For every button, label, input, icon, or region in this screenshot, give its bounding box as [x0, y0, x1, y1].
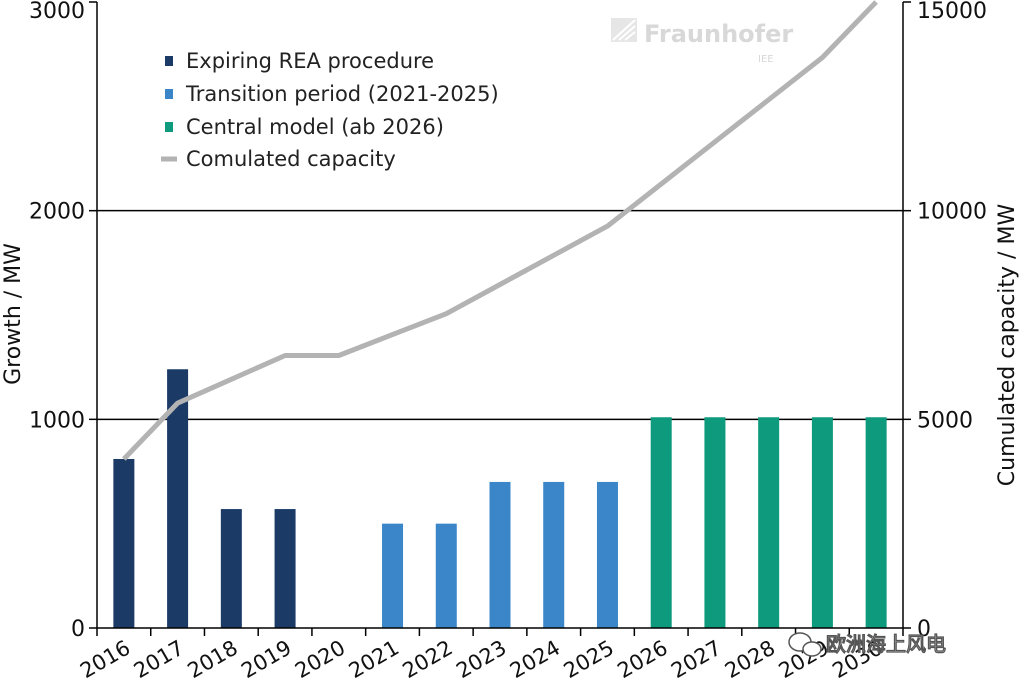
y-axis-right-title: Cumulated capacity / MW [995, 204, 1020, 487]
right-axis-ticks: 0 5000 10000 15000 [903, 0, 987, 642]
x-tick-label: 2017 [130, 636, 188, 684]
y-right-tick-label: 10000 [917, 200, 987, 225]
x-tick-label: 2021 [345, 636, 403, 684]
bar-2025 [596, 481, 618, 628]
bar-2028 [758, 417, 780, 628]
bar-2018 [220, 509, 242, 628]
legend: Expiring REA procedure Transition period … [161, 49, 499, 171]
y-tick-label: 3000 [29, 0, 85, 24]
logo-subtext: IEE [758, 54, 774, 65]
y-axis-title: Growth / MW [1, 243, 26, 385]
gridlines [97, 209, 903, 421]
y-right-tick-label: 5000 [917, 408, 973, 433]
bar-2021 [382, 523, 404, 628]
legend-label: Transition period (2021-2025) [185, 82, 499, 106]
bar-2030 [865, 417, 887, 628]
y-right-tick-label: 15000 [917, 0, 987, 24]
x-tick-label: 2027 [667, 636, 725, 684]
bar-2024 [543, 481, 565, 628]
watermark-text: 欧洲海上风电 [826, 632, 946, 656]
watermark: 欧洲海上风电 [788, 632, 946, 657]
bar-2026 [650, 417, 672, 628]
x-tick-label: 2018 [184, 636, 242, 684]
x-tick-label: 2024 [506, 636, 564, 684]
legend-swatch [165, 89, 173, 99]
bar-2029 [811, 417, 833, 628]
bar-2022 [435, 523, 457, 628]
x-tick-label: 2019 [237, 636, 295, 684]
y-tick-label: 2000 [29, 200, 85, 225]
axes [96, 2, 904, 629]
y-tick-label: 1000 [29, 408, 85, 433]
wechat-icon [788, 632, 822, 657]
bars [113, 369, 887, 628]
bar-2017 [167, 369, 189, 628]
x-tick-label: 2016 [76, 636, 134, 684]
legend-swatch [165, 56, 173, 66]
x-axis-ticks: 2016201720182019202020212022202320242025… [76, 628, 904, 684]
logo-text: Fraunhofer [644, 20, 793, 48]
legend-label: Expiring REA procedure [186, 49, 434, 73]
bar-2027 [704, 417, 726, 628]
bar-2016 [113, 458, 135, 628]
x-tick-label: 2023 [452, 636, 510, 684]
bar-2023 [489, 481, 511, 628]
x-tick-label: 2020 [291, 636, 349, 684]
fraunhofer-logo-icon [611, 18, 637, 42]
logo: Fraunhofer IEE [611, 18, 793, 65]
x-tick-label: 2022 [398, 636, 456, 684]
cumulative-line [122, 0, 878, 461]
y-tick-label: 0 [71, 617, 85, 642]
x-tick-label: 2028 [721, 636, 779, 684]
legend-label: Comulated capacity [186, 147, 396, 171]
x-tick-label: 2025 [560, 636, 618, 684]
x-tick-label: 2026 [613, 636, 671, 684]
y-right-tick-label: 0 [917, 617, 931, 642]
cumulative-line-path [122, 0, 878, 461]
left-axis-ticks: 0 1000 2000 3000 [29, 0, 97, 642]
legend-label: Central model (ab 2026) [186, 115, 444, 139]
legend-swatch [165, 122, 173, 132]
bar-2019 [274, 509, 296, 628]
